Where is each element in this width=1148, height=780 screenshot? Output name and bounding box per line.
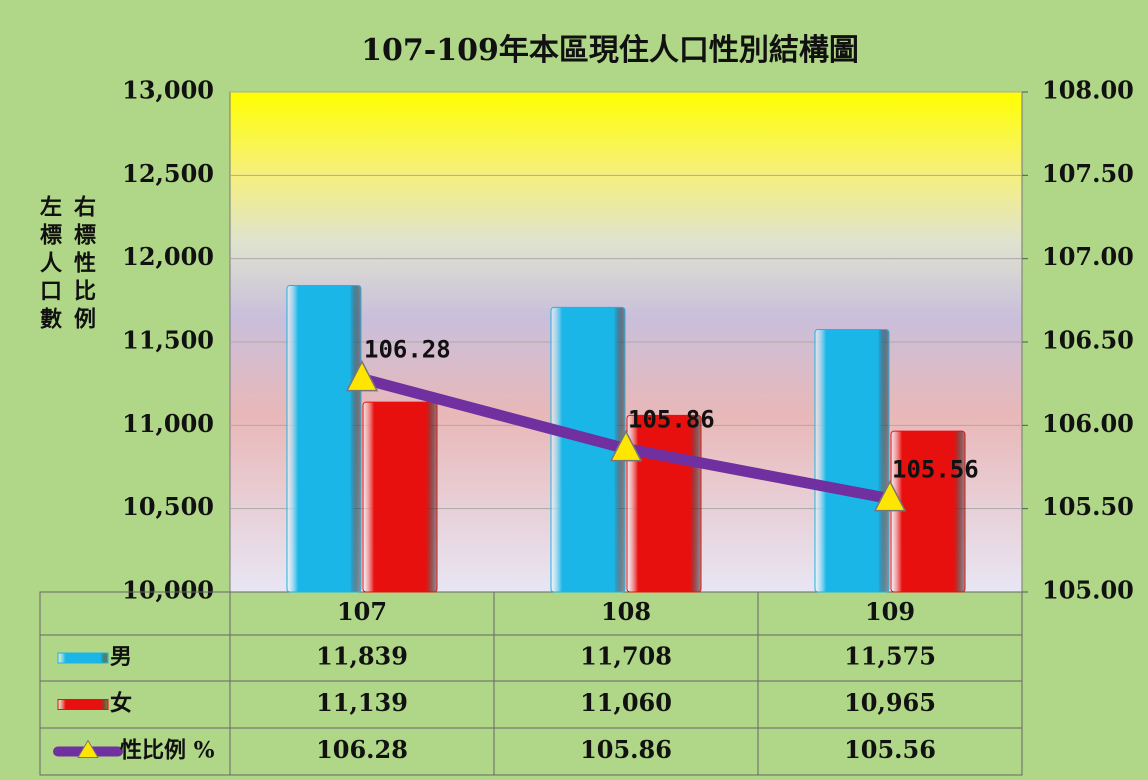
legend-label: 性比例 % <box>120 738 215 764</box>
table-cell: 11,060 <box>580 688 672 717</box>
bar <box>626 414 702 593</box>
y-axis-label: 左標人口數 <box>36 194 62 335</box>
data-label: 106.28 <box>364 336 451 364</box>
y-tick-label: 11,500 <box>122 326 214 355</box>
table-cell: 105.56 <box>844 735 936 764</box>
legend-key <box>57 652 109 664</box>
bar <box>362 401 438 593</box>
y2-axis-label: 右標性比例 <box>70 195 96 335</box>
x-tick-label: 109 <box>865 597 915 626</box>
y-tick-label: 11,000 <box>122 409 214 438</box>
marker <box>345 360 379 392</box>
data-label: 105.86 <box>628 406 715 434</box>
table-cell: 106.28 <box>316 735 408 764</box>
table-cell: 105.86 <box>580 735 672 764</box>
marker <box>609 430 643 462</box>
table-cell: 11,708 <box>580 642 672 671</box>
y2-tick-label: 107.50 <box>1042 159 1134 188</box>
legend-label: 男 <box>110 644 132 670</box>
legend-label: 女 <box>110 691 132 717</box>
table-cell: 11,139 <box>316 688 408 717</box>
y2-tick-label: 105.00 <box>1042 576 1134 605</box>
y2-tick-label: 106.50 <box>1042 326 1134 355</box>
bar <box>286 285 362 593</box>
y2-tick-label: 107.00 <box>1042 242 1134 271</box>
table-cell: 10,965 <box>844 688 936 717</box>
y-tick-label: 12,500 <box>122 159 214 188</box>
y-tick-label: 12,000 <box>122 242 214 271</box>
y2-tick-label: 106.00 <box>1042 409 1134 438</box>
table-cell: 11,575 <box>844 642 936 671</box>
chart-title: 107-109年本區現住人口性別結構圖 <box>361 33 859 68</box>
legend-key <box>77 739 99 758</box>
y2-tick-label: 105.50 <box>1042 492 1134 521</box>
y-tick-label: 10,500 <box>122 492 214 521</box>
x-tick-label: 108 <box>601 597 651 626</box>
x-tick-label: 107 <box>337 597 387 626</box>
bar <box>890 430 966 593</box>
y-tick-label: 13,000 <box>122 76 214 105</box>
legend-key <box>57 699 109 710</box>
y2-tick-label: 108.00 <box>1042 76 1134 105</box>
table-cell: 11,839 <box>316 642 408 671</box>
marker <box>873 480 907 512</box>
data-label: 105.56 <box>892 456 979 484</box>
bar <box>814 329 890 593</box>
y-tick-label: 10,000 <box>122 576 214 605</box>
